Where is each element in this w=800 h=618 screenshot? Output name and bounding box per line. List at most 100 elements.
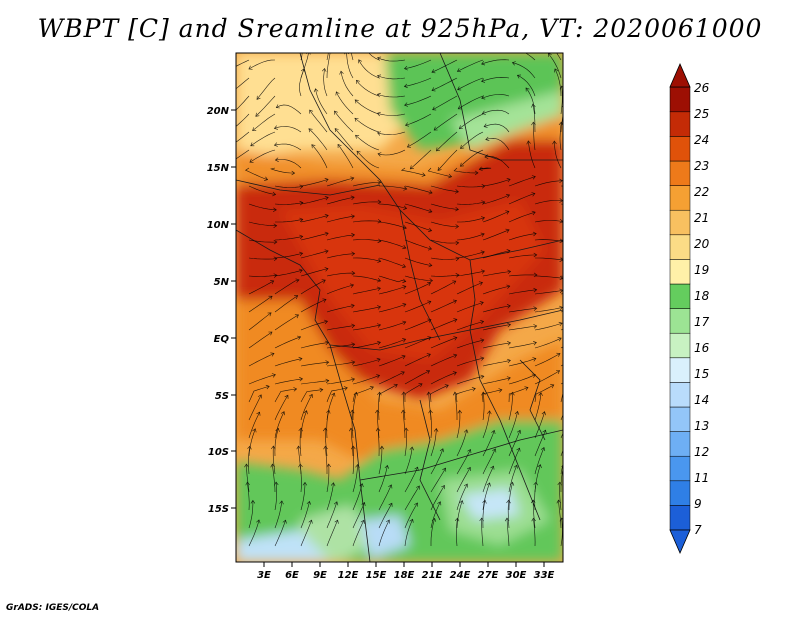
streamline: [300, 342, 329, 349]
lon-label: 33E: [534, 570, 555, 581]
streamline: [508, 482, 513, 511]
streamline: [340, 71, 354, 97]
streamline-arrow: [437, 166, 442, 171]
streamline-arrow: [530, 499, 536, 504]
streamline-arrow: [350, 214, 355, 219]
streamline: [274, 269, 303, 277]
streamline: [554, 68, 562, 97]
streamline: [326, 325, 355, 331]
streamline-arrow: [516, 447, 521, 452]
streamline: [308, 128, 328, 151]
streamline-arrow: [313, 88, 319, 93]
streamline-arrow: [444, 384, 449, 389]
streamline: [352, 239, 381, 242]
streamline-arrow: [375, 409, 380, 414]
streamline: [456, 429, 468, 457]
streamline: [236, 131, 250, 143]
streamline-arrow: [474, 170, 479, 176]
streamline-arrow: [325, 378, 330, 384]
streamline-arrow: [228, 129, 232, 132]
streamline-arrow: [504, 517, 510, 522]
streamline: [506, 518, 510, 547]
streamline-arrow: [388, 484, 393, 489]
streamline-arrow: [557, 337, 562, 342]
streamline: [482, 360, 511, 367]
streamline: [560, 393, 563, 403]
streamline: [378, 371, 405, 385]
streamline: [352, 275, 381, 282]
streamline: [456, 201, 485, 205]
streamline: [272, 464, 276, 493]
streamline-arrow: [297, 33, 301, 37]
streamline-arrow: [376, 92, 381, 98]
streamline-arrow: [384, 464, 390, 469]
streamline: [350, 428, 354, 457]
streamline-arrow: [377, 238, 382, 244]
streamline-arrow: [308, 128, 313, 133]
streamline-arrow: [455, 206, 459, 212]
streamline: [404, 319, 432, 331]
streamline-arrow: [491, 429, 496, 434]
streamline: [460, 131, 484, 149]
streamline-arrow: [505, 228, 510, 233]
streamline: [275, 159, 302, 169]
streamline: [324, 428, 328, 457]
streamline-arrow: [300, 68, 306, 73]
streamline: [300, 232, 329, 241]
streamline-arrow: [568, 430, 572, 434]
streamline: [430, 319, 458, 331]
streamline: [430, 280, 456, 295]
streamline: [482, 377, 511, 385]
streamline: [430, 221, 459, 227]
streamline-arrow: [431, 87, 436, 92]
streamline-arrow: [550, 384, 555, 389]
streamline-arrow: [376, 74, 382, 79]
streamline: [248, 203, 277, 211]
streamline: [378, 484, 392, 511]
streamline: [274, 336, 301, 349]
streamline-arrow: [280, 411, 285, 416]
streamline: [482, 305, 511, 313]
streamline: [430, 257, 459, 260]
streamline-arrow: [325, 340, 329, 346]
streamline-arrow: [298, 463, 303, 468]
streamline: [404, 257, 432, 266]
streamline-arrow: [481, 61, 486, 66]
streamline-arrow: [403, 65, 408, 71]
streamline-arrow: [409, 446, 415, 451]
streamline-arrow: [401, 409, 406, 414]
streamline-arrow: [482, 499, 487, 504]
streamline: [274, 388, 297, 403]
wbpt-shading: [236, 53, 563, 562]
streamline: [525, 53, 536, 61]
colorbar-label: 15: [694, 367, 709, 381]
streamline-arrow: [361, 502, 366, 507]
streamline: [404, 185, 433, 194]
streamline-arrow: [513, 464, 518, 469]
streamline-arrow: [577, 384, 581, 388]
streamline: [352, 520, 365, 547]
streamline-arrow: [436, 147, 440, 152]
streamline: [483, 123, 510, 133]
streamline: [346, 53, 354, 79]
streamline-arrow: [402, 225, 407, 230]
streamline: [485, 137, 510, 151]
streamline: [532, 500, 536, 529]
streamline: [508, 193, 535, 205]
streamline: [534, 290, 563, 295]
streamline-arrow: [351, 445, 356, 450]
streamline-arrow: [268, 331, 273, 336]
streamline-arrow: [537, 464, 542, 469]
streamline: [430, 485, 445, 511]
streamline-arrow: [481, 391, 486, 396]
streamline: [482, 211, 510, 223]
streamline-arrow: [298, 356, 303, 362]
streamline: [404, 203, 432, 213]
streamline-arrow: [566, 447, 570, 451]
streamline: [456, 467, 471, 493]
streamline: [508, 254, 537, 259]
streamline: [534, 322, 563, 331]
streamline-arrow: [481, 95, 486, 100]
streamline-arrow: [428, 227, 433, 233]
colorbar-cell: [669, 455, 691, 482]
